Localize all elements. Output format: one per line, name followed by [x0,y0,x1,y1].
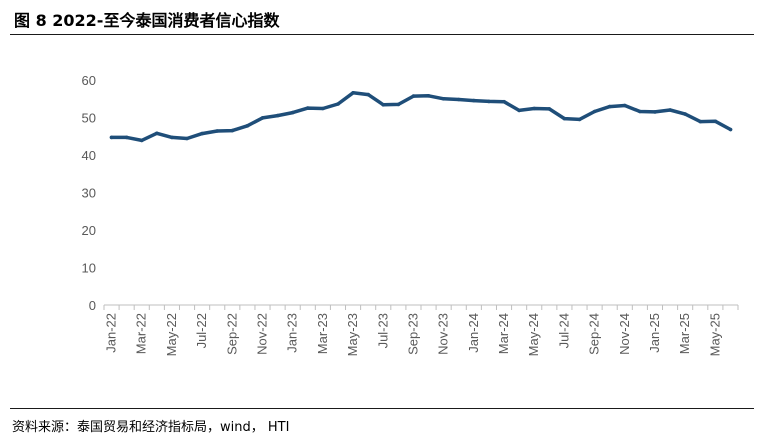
data-point [623,103,627,108]
data-point [306,106,310,110]
data-point [124,135,129,140]
data-point [215,129,219,133]
data-point [472,98,476,103]
data-point [411,94,416,98]
x-tick-label: Jan-25 [647,313,662,353]
x-tick-label: May-25 [707,313,722,356]
data-point [321,106,325,111]
y-tick-label: 0 [89,298,96,313]
data-point [170,135,174,140]
x-tick-label: Sep-22 [224,313,239,355]
x-tick-label: Jul-24 [556,313,571,348]
data-point [638,109,642,114]
x-tick-label: Jan-23 [285,313,300,353]
data-point [577,117,582,122]
data-point [336,102,340,106]
bottom-divider [10,408,754,409]
x-tick-label: Jan-24 [466,313,481,353]
data-point [155,131,159,136]
data-point [185,136,189,141]
figure-header: 图 8 2022-至今泰国消费者信心指数 [0,0,760,40]
data-point [260,116,265,120]
x-tick-label: Mar-23 [315,313,330,354]
data-point [517,108,521,113]
y-tick-label: 50 [82,111,96,126]
x-tick-label: Jan-22 [104,313,119,353]
data-point [607,104,612,109]
data-point [290,110,295,115]
y-tick-label: 30 [82,186,96,201]
x-tick-label: Jul-22 [194,313,209,348]
data-point [139,138,144,143]
data-point [532,106,536,111]
y-tick-label: 60 [82,73,96,88]
data-point [698,119,703,124]
x-tick-label: Mar-22 [134,313,149,354]
y-tick-label: 10 [82,261,96,276]
x-tick-label: Nov-23 [436,313,451,355]
series-line [109,91,733,143]
x-tick-label: Mar-24 [496,313,511,354]
data-point [562,116,567,121]
x-tick-label: Jul-23 [375,313,390,348]
top-divider [10,34,754,35]
data-point [109,135,114,140]
data-point [728,127,733,132]
data-point [245,124,250,128]
x-tick-label: May-23 [345,313,360,356]
source-note: 资料来源：泰国贸易和经济指标局，wind， HTI [12,420,290,435]
data-point [592,109,597,114]
x-tick-label: May-22 [164,313,179,356]
data-point [487,99,491,104]
x-tick-label: May-24 [526,313,541,356]
x-tick-label: Nov-22 [255,313,270,355]
data-point [381,103,386,107]
data-point [230,128,235,133]
data-point [653,110,657,114]
y-tick-label: 40 [82,148,96,163]
y-tick-label: 20 [82,223,96,238]
data-point [441,97,446,101]
data-point [396,102,401,107]
x-tick-label: Sep-23 [405,313,420,355]
data-point [426,94,431,98]
data-point [547,107,552,111]
figure-title: 图 8 2022-至今泰国消费者信心指数 [14,11,280,30]
data-point [456,97,461,102]
data-point [668,108,672,112]
data-point [200,131,204,136]
data-point [366,92,371,97]
data-point [502,99,506,104]
x-tick-label: Mar-25 [677,313,692,354]
x-tick-label: Nov-24 [617,313,632,355]
data-point [713,119,718,124]
data-point [275,113,280,118]
x-tick-label: Sep-24 [587,313,602,355]
data-point [351,91,355,95]
data-point [683,112,687,116]
